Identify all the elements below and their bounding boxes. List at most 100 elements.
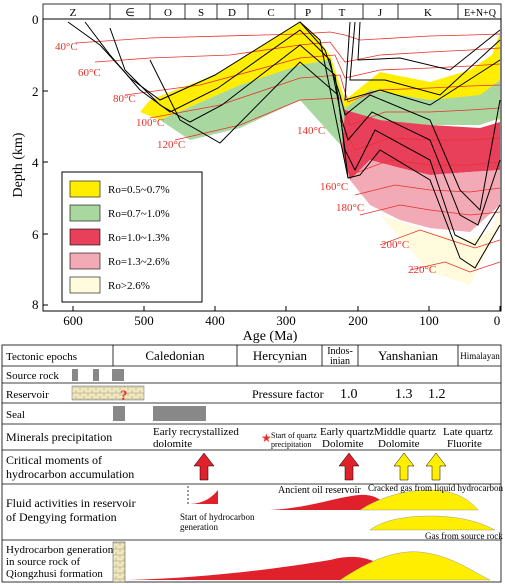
isotherm-80: 80°C	[113, 93, 136, 105]
hc-gen-label-3: Qiongzhusi formation	[6, 568, 103, 580]
tectonic-epochs-label: Tectonic epochs	[6, 351, 77, 363]
mineral-middle-quartz-2: Dolomite	[378, 438, 420, 450]
age-tick-300: 300	[276, 313, 296, 328]
period-j: J	[378, 7, 383, 19]
hc-gen-red-shape	[130, 556, 400, 580]
critical-arrow-red-2	[338, 452, 360, 481]
age-tick-500: 500	[134, 313, 154, 328]
source-rock-label: Source rock	[6, 370, 59, 382]
mineral-early-quartz-1: Early quartz	[320, 426, 374, 438]
legend-label-2: Ro=1.0~1.3%	[108, 232, 170, 244]
depth-tick-6: 6	[32, 227, 39, 242]
period-p: P	[305, 7, 311, 19]
ancient-oil-shape	[270, 494, 390, 510]
period-eqn: E+N+Q	[464, 8, 497, 19]
legend-swatch-4	[69, 276, 101, 294]
axis-ticks	[43, 18, 501, 311]
ro-legend: Ro=0.5~0.7% Ro=0.7~1.0% Ro=1.0~1.3% Ro=1…	[61, 171, 203, 303]
legend-swatch-1	[69, 204, 101, 222]
cracked-gas-shape	[359, 489, 479, 511]
hc-gen-source-bar	[112, 541, 126, 583]
source-rock-bar-2	[93, 369, 99, 381]
reservoir-question-mark: ?	[120, 388, 128, 404]
epoch-caledonian: Caledonian	[145, 348, 205, 363]
period-t: T	[339, 7, 346, 19]
epoch-indosinian-2: inian	[330, 356, 350, 367]
mineral-early-dolomite-2: dolomite	[153, 438, 192, 450]
reservoir-label: Reservoir	[6, 389, 49, 401]
isotherm-40: 40°C	[55, 41, 78, 53]
x-axis-label: Age (Ma)	[243, 329, 298, 344]
mineral-early-quartz-2: Dolomite	[322, 438, 364, 450]
ancient-oil-label: Ancient oil reservoir	[278, 485, 361, 496]
isotherm-120: 120°C	[157, 139, 185, 151]
mineral-late-quartz-1: Late quartz	[443, 426, 493, 438]
epoch-hercynian: Hercynian	[253, 348, 308, 363]
minerals-label: Minerals precipitation	[6, 430, 112, 444]
legend-label-3: Ro=1.3~2.6%	[108, 256, 170, 268]
mineral-middle-quartz-1: Middle quartz	[374, 426, 436, 438]
legend-swatch-0	[69, 180, 101, 198]
period-c: C	[267, 7, 274, 19]
start-gen-2: generation	[180, 522, 218, 532]
depth-tick-2: 2	[32, 84, 39, 99]
y-axis-label: Depth (km)	[11, 132, 26, 197]
period-k: K	[424, 7, 432, 19]
source-rock-bar-3	[112, 369, 124, 381]
isotherm-220: 220°C	[408, 264, 436, 276]
ro-zone-1.0-1.3	[342, 110, 500, 180]
depth-ticks: 0 2 4 6 8	[32, 12, 39, 312]
mineral-late-quartz-2: Fluorite	[447, 438, 482, 450]
source-rock-bar-1	[72, 369, 78, 381]
depth-tick-8: 8	[32, 297, 39, 312]
critical-label-1: Critical moments of	[6, 453, 102, 467]
legend-label-0: Ro=0.5~0.7%	[108, 184, 170, 196]
isotherm-160: 160°C	[320, 181, 348, 193]
depth-tick-4: 4	[32, 155, 39, 170]
mineral-quartz-start-2: precipitation	[271, 440, 311, 449]
epoch-himalayan: Himalayan	[460, 351, 500, 361]
pressure-value-2: 1.2	[428, 387, 446, 402]
burial-curves	[67, 21, 501, 269]
mineral-early-dolomite-1: Early recrystallized	[153, 426, 239, 438]
critical-label-2: hydrocarbon accumulation	[6, 467, 134, 481]
hc-start-shape	[188, 490, 218, 504]
gas-source-label: Gas from source rock	[425, 531, 503, 541]
hc-gen-yellow-shape	[339, 551, 491, 581]
burial-plot: Z ∈ O S D C P T J K E+N+Q	[11, 3, 502, 344]
seal-bar-1	[113, 406, 125, 421]
period-z: Z	[70, 7, 77, 19]
hc-gen-label-1: Hydrocarbon generation	[6, 544, 114, 556]
quartz-start-star: ★	[261, 431, 272, 445]
legend-swatch-3	[69, 252, 101, 270]
legend-swatch-2	[69, 228, 101, 246]
age-tick-100: 100	[419, 313, 439, 328]
critical-arrow-red-1	[193, 452, 215, 481]
fluid-label-1: Fluid activities in reservoir	[6, 496, 136, 510]
period-cambrian: ∈	[125, 7, 135, 19]
period-o: O	[164, 7, 172, 19]
epoch-indosinian-1: Indos-	[327, 346, 353, 357]
epoch-yanshanian: Yanshanian	[378, 348, 439, 363]
pressure-value-0: 1.0	[340, 387, 358, 402]
depth-tick-0: 0	[32, 12, 39, 27]
isotherm-60: 60°C	[78, 67, 101, 79]
period-s: S	[198, 7, 204, 19]
age-tick-200: 200	[348, 313, 368, 328]
reservoir-bar	[71, 385, 145, 401]
fluid-label-2: of Dengying formation	[6, 510, 117, 524]
period-d: D	[228, 7, 236, 19]
age-ticks: 600 500 400 300 200 100 0	[63, 313, 500, 328]
legend-label-4: Ro>2.6%	[108, 280, 150, 292]
critical-arrow-yellow-1	[393, 452, 415, 481]
seal-bar-2	[153, 406, 206, 421]
ro-zone-0.7-1.0	[160, 60, 500, 150]
isotherm-100: 100°C	[136, 117, 164, 129]
isotherm-labels: 40°C 60°C 80°C 100°C 120°C 140°C 160°C 1…	[55, 41, 436, 276]
age-tick-400: 400	[205, 313, 225, 328]
legend-label-1: Ro=0.7~1.0%	[108, 208, 170, 220]
pressure-value-1: 1.3	[395, 387, 413, 402]
seal-label: Seal	[6, 409, 25, 421]
hc-gen-label-2: in source rock of	[6, 556, 81, 568]
